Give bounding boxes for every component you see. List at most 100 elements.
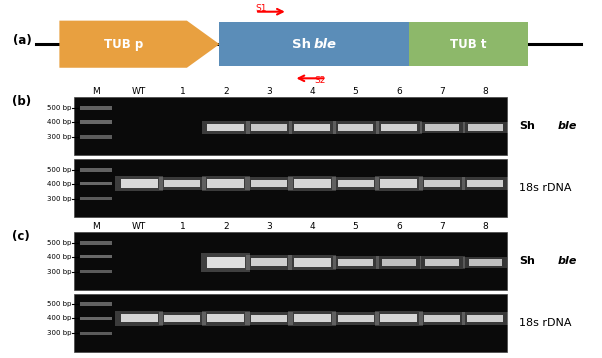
Text: M: M bbox=[92, 87, 100, 96]
Text: 300 bp: 300 bp bbox=[47, 330, 71, 337]
Text: WT: WT bbox=[132, 222, 146, 231]
Text: 7: 7 bbox=[439, 87, 445, 96]
FancyBboxPatch shape bbox=[115, 176, 163, 191]
Text: S1: S1 bbox=[255, 4, 267, 13]
Text: 400 bp: 400 bp bbox=[47, 253, 71, 260]
Text: (a): (a) bbox=[13, 34, 32, 47]
Text: 300 bp: 300 bp bbox=[47, 268, 71, 275]
FancyBboxPatch shape bbox=[380, 179, 417, 188]
Text: 400 bp: 400 bp bbox=[47, 180, 71, 187]
Text: 400 bp: 400 bp bbox=[47, 315, 71, 321]
FancyBboxPatch shape bbox=[294, 179, 330, 188]
FancyBboxPatch shape bbox=[294, 314, 330, 322]
FancyBboxPatch shape bbox=[201, 253, 250, 272]
FancyBboxPatch shape bbox=[294, 124, 330, 131]
Text: S2: S2 bbox=[315, 76, 326, 85]
FancyBboxPatch shape bbox=[251, 258, 287, 266]
Text: 3: 3 bbox=[266, 222, 272, 231]
FancyBboxPatch shape bbox=[79, 182, 112, 185]
FancyBboxPatch shape bbox=[164, 180, 200, 187]
Text: Sh: Sh bbox=[519, 256, 535, 266]
FancyBboxPatch shape bbox=[246, 311, 293, 325]
FancyBboxPatch shape bbox=[251, 180, 287, 187]
FancyBboxPatch shape bbox=[207, 314, 244, 322]
FancyBboxPatch shape bbox=[419, 177, 465, 190]
Text: 8: 8 bbox=[483, 222, 488, 231]
Text: 4: 4 bbox=[309, 222, 315, 231]
FancyBboxPatch shape bbox=[468, 259, 502, 266]
FancyBboxPatch shape bbox=[74, 97, 507, 155]
FancyBboxPatch shape bbox=[468, 315, 503, 322]
FancyBboxPatch shape bbox=[380, 314, 417, 322]
FancyBboxPatch shape bbox=[74, 159, 507, 217]
Text: 2: 2 bbox=[223, 87, 229, 96]
FancyBboxPatch shape bbox=[332, 121, 379, 134]
Text: 8: 8 bbox=[483, 87, 488, 96]
FancyBboxPatch shape bbox=[376, 121, 422, 134]
FancyBboxPatch shape bbox=[79, 120, 112, 124]
Text: ble: ble bbox=[557, 121, 577, 131]
FancyBboxPatch shape bbox=[294, 258, 330, 267]
FancyBboxPatch shape bbox=[207, 124, 244, 131]
FancyBboxPatch shape bbox=[79, 106, 112, 110]
FancyBboxPatch shape bbox=[202, 176, 250, 191]
Text: ble: ble bbox=[557, 256, 577, 266]
FancyBboxPatch shape bbox=[74, 294, 507, 352]
Text: Sh: Sh bbox=[519, 121, 535, 131]
FancyBboxPatch shape bbox=[424, 180, 460, 187]
FancyBboxPatch shape bbox=[246, 121, 292, 134]
FancyBboxPatch shape bbox=[74, 232, 507, 290]
FancyBboxPatch shape bbox=[220, 22, 409, 66]
FancyBboxPatch shape bbox=[288, 255, 336, 270]
FancyBboxPatch shape bbox=[463, 122, 508, 133]
FancyBboxPatch shape bbox=[251, 315, 287, 322]
Text: 5: 5 bbox=[353, 222, 358, 231]
Text: 1: 1 bbox=[179, 87, 185, 96]
FancyBboxPatch shape bbox=[338, 180, 373, 187]
FancyBboxPatch shape bbox=[159, 311, 206, 325]
FancyBboxPatch shape bbox=[332, 311, 379, 325]
FancyBboxPatch shape bbox=[375, 311, 423, 326]
FancyBboxPatch shape bbox=[79, 135, 112, 139]
FancyBboxPatch shape bbox=[462, 177, 509, 190]
FancyBboxPatch shape bbox=[79, 303, 112, 306]
FancyBboxPatch shape bbox=[246, 255, 293, 270]
FancyBboxPatch shape bbox=[79, 168, 112, 171]
FancyBboxPatch shape bbox=[464, 257, 507, 268]
FancyBboxPatch shape bbox=[288, 311, 336, 326]
Text: ble: ble bbox=[313, 38, 336, 51]
FancyBboxPatch shape bbox=[382, 259, 416, 266]
FancyBboxPatch shape bbox=[425, 259, 459, 266]
Text: TUB t: TUB t bbox=[450, 38, 487, 51]
FancyBboxPatch shape bbox=[381, 124, 417, 131]
Text: 3: 3 bbox=[266, 87, 272, 96]
FancyBboxPatch shape bbox=[79, 255, 112, 258]
Text: 500 bp: 500 bp bbox=[47, 301, 71, 308]
Text: 18s rDNA: 18s rDNA bbox=[519, 318, 571, 328]
FancyBboxPatch shape bbox=[288, 176, 336, 191]
FancyBboxPatch shape bbox=[79, 316, 112, 320]
Text: 5: 5 bbox=[353, 87, 358, 96]
FancyBboxPatch shape bbox=[420, 256, 465, 268]
FancyBboxPatch shape bbox=[462, 311, 509, 325]
FancyBboxPatch shape bbox=[419, 311, 465, 325]
FancyBboxPatch shape bbox=[409, 22, 528, 66]
FancyBboxPatch shape bbox=[332, 177, 379, 190]
FancyBboxPatch shape bbox=[202, 311, 250, 326]
FancyBboxPatch shape bbox=[121, 314, 158, 322]
FancyBboxPatch shape bbox=[79, 241, 112, 245]
Text: 6: 6 bbox=[396, 87, 402, 96]
Text: 300 bp: 300 bp bbox=[47, 195, 71, 202]
FancyBboxPatch shape bbox=[420, 122, 465, 133]
FancyBboxPatch shape bbox=[79, 270, 112, 274]
Text: 500 bp: 500 bp bbox=[47, 240, 71, 246]
FancyBboxPatch shape bbox=[79, 197, 112, 200]
Text: 500 bp: 500 bp bbox=[47, 166, 71, 173]
Text: WT: WT bbox=[132, 87, 146, 96]
FancyBboxPatch shape bbox=[206, 257, 245, 268]
FancyBboxPatch shape bbox=[338, 315, 373, 322]
Text: 4: 4 bbox=[309, 87, 315, 96]
FancyBboxPatch shape bbox=[289, 121, 336, 134]
FancyBboxPatch shape bbox=[376, 256, 421, 268]
FancyBboxPatch shape bbox=[246, 177, 293, 190]
